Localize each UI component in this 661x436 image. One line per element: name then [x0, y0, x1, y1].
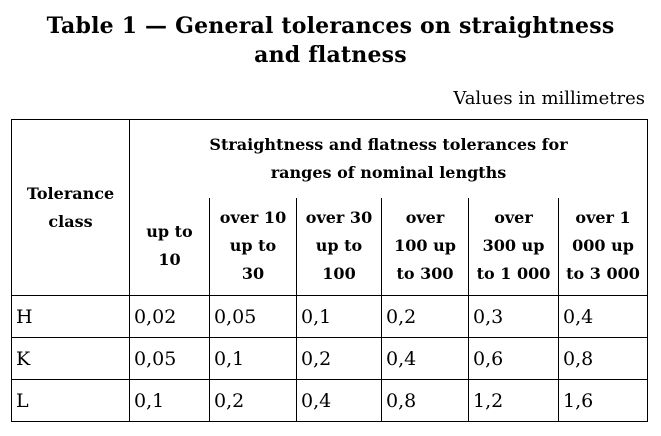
range-header-line: to 300: [396, 264, 454, 284]
tolerance-value-cell: 0,6: [468, 337, 559, 380]
tolerance-value-cell: 0,4: [557, 295, 649, 338]
table-title-line-1: Table 1 — General tolerances on straight…: [46, 13, 615, 39]
tolerance-value-cell: 1,6: [557, 379, 649, 422]
nominal-lengths-group-header: Straightness and flatness tolerances for…: [128, 119, 649, 198]
tolerance-class-header-line-2: class: [48, 211, 93, 231]
tolerance-class-cell: H: [11, 295, 130, 338]
range-header-over-100-up-to-300: over 100 up to 300: [381, 197, 469, 296]
tolerance-value-cell: 1,2: [468, 379, 559, 422]
tolerance-class-cell: L: [11, 379, 130, 422]
tolerance-value-cell: 0,3: [468, 295, 559, 338]
tolerance-value-cell: 0,1: [296, 295, 382, 338]
tolerance-value-cell: 0,2: [209, 379, 297, 422]
range-header-line: to 3 000: [566, 264, 640, 284]
table-row-h: H 0,02 0,05 0,1 0,2 0,3 0,4: [11, 295, 649, 338]
table-row-k: K 0,05 0,1 0,2 0,4 0,6 0,8: [11, 337, 649, 380]
range-header-line: over: [494, 208, 533, 228]
range-header-line: up to: [315, 236, 363, 256]
range-header-line: 100 up: [394, 236, 456, 256]
tolerance-value-cell: 0,1: [209, 337, 297, 380]
tolerance-value-cell: 0,8: [381, 379, 469, 422]
group-header-line-2: ranges of nominal lengths: [270, 162, 507, 182]
tolerance-table: Tolerance class Straightness and flatnes…: [11, 119, 649, 422]
range-header-over-30-up-to-100: over 30 up to 100: [296, 197, 382, 296]
tolerance-value-cell: 0,05: [129, 337, 210, 380]
tolerance-class-header-line-1: Tolerance: [26, 183, 115, 203]
range-header-line: over: [405, 208, 445, 228]
range-header-over-10-up-to-30: over 10 up to 30: [209, 197, 297, 296]
range-header-line: 000 up: [572, 236, 634, 256]
range-header-line: 30: [241, 264, 265, 284]
tolerance-value-cell: 0,1: [129, 379, 210, 422]
range-header-line: up to: [146, 222, 193, 242]
range-header-over-300-up-to-1000: over 300 up to 1 000: [468, 197, 559, 296]
tolerance-value-cell: 0,4: [381, 337, 469, 380]
tolerance-value-cell: 0,8: [557, 337, 649, 380]
range-header-line: 300 up: [482, 236, 545, 256]
table-title-line-2: and flatness: [254, 42, 407, 68]
tolerance-value-cell: 0,4: [296, 379, 382, 422]
tolerance-class-header: Tolerance class: [11, 119, 130, 296]
tolerance-value-cell: 0,05: [209, 295, 297, 338]
range-header-line: over 10: [219, 208, 287, 228]
units-note: Values in millimetres: [453, 88, 645, 109]
range-header-line: over 1: [575, 208, 631, 228]
tolerance-value-cell: 0,2: [296, 337, 382, 380]
tolerance-value-cell: 0,02: [129, 295, 210, 338]
range-header-line: up to: [229, 236, 277, 256]
range-header-over-1000-up-to-3000: over 1 000 up to 3 000: [557, 197, 649, 296]
table-row-l: L 0,1 0,2 0,4 0,8 1,2 1,6: [11, 379, 649, 422]
range-header-up-to-10: up to 10: [129, 197, 210, 296]
range-header-line: over 30: [305, 208, 373, 228]
group-header-line-1: Straightness and flatness tolerances for: [209, 134, 568, 154]
table-title: Table 1 — General tolerances on straight…: [0, 12, 661, 70]
range-header-line: 100: [322, 264, 356, 284]
tolerance-value-cell: 0,2: [381, 295, 469, 338]
tolerance-class-cell: K: [11, 337, 130, 380]
range-header-line: 10: [158, 250, 181, 270]
range-header-line: to 1 000: [476, 264, 551, 284]
